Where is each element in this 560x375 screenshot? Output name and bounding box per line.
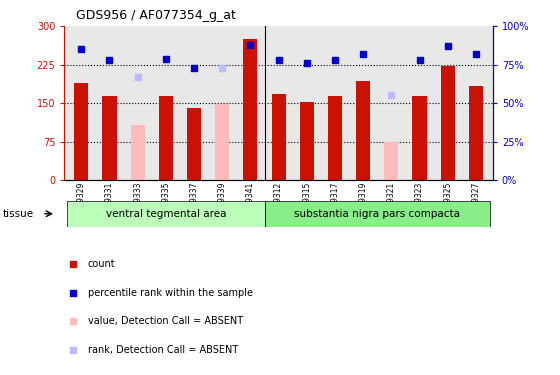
Bar [187, 108, 201, 180]
Bar [215, 104, 229, 180]
Text: ventral tegmental area: ventral tegmental area [106, 209, 226, 219]
Bar [102, 96, 116, 180]
Bar [67, 201, 264, 227]
Bar [413, 96, 427, 180]
Bar [441, 66, 455, 180]
Bar [264, 201, 490, 227]
Bar [300, 102, 314, 180]
Bar [469, 86, 483, 180]
Bar [272, 94, 286, 180]
Bar [356, 81, 370, 180]
Bar [130, 125, 144, 180]
Bar [384, 142, 398, 180]
Bar [328, 96, 342, 180]
Text: substantia nigra pars compacta: substantia nigra pars compacta [294, 209, 460, 219]
Text: GDS956 / AF077354_g_at: GDS956 / AF077354_g_at [76, 9, 235, 22]
Text: rank, Detection Call = ABSENT: rank, Detection Call = ABSENT [88, 345, 238, 355]
Bar [159, 96, 173, 180]
Text: tissue: tissue [3, 209, 34, 219]
Text: count: count [88, 259, 115, 268]
Bar [244, 39, 258, 180]
Bar [74, 82, 88, 180]
Text: value, Detection Call = ABSENT: value, Detection Call = ABSENT [88, 316, 243, 326]
Text: percentile rank within the sample: percentile rank within the sample [88, 288, 253, 297]
